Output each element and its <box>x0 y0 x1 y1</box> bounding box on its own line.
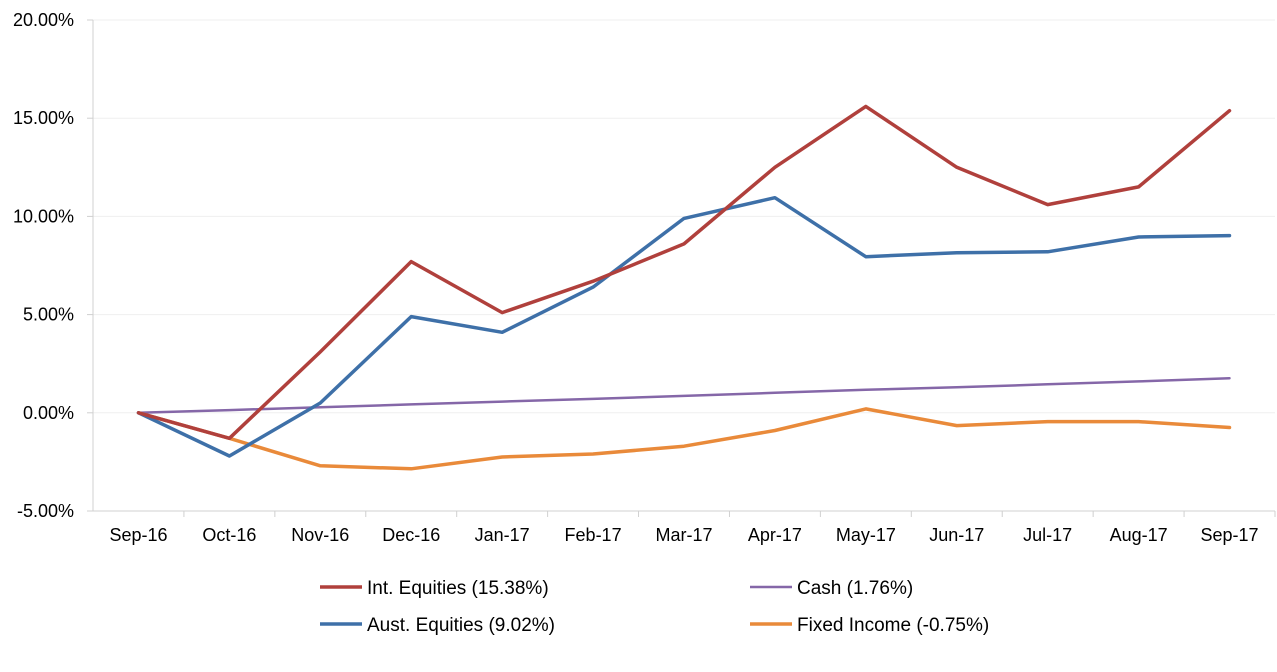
legend-label: Cash (1.76%) <box>797 578 913 599</box>
x-tick-label: Feb-17 <box>565 525 622 545</box>
axes <box>92 20 1275 512</box>
gridlines <box>87 19 1276 517</box>
y-tick-label: 10.00% <box>13 206 74 226</box>
x-tick-label: Jan-17 <box>475 525 530 545</box>
x-tick-label: Mar-17 <box>655 525 712 545</box>
series-line-2 <box>137 376 1231 415</box>
x-tick-label: Jun-17 <box>929 525 984 545</box>
y-tick-label: 5.00% <box>23 305 74 325</box>
y-tick-label: 0.00% <box>23 403 74 423</box>
x-tick-label: Nov-16 <box>291 525 349 545</box>
x-tick-label: Jul-17 <box>1023 525 1072 545</box>
x-tick-labels: Sep-16 Oct-16 Nov-16 Dec-16 Jan-17 Feb-17 Mar-… <box>109 525 1258 545</box>
series-line-3 <box>136 407 1232 471</box>
x-tick-label: May-17 <box>836 525 896 545</box>
x-tick-label: Dec-16 <box>382 525 440 545</box>
legend-label: Aust. Equities (9.02%) <box>367 615 555 636</box>
x-tick-label: Aug-17 <box>1110 525 1168 545</box>
x-tick-label: Oct-16 <box>202 525 256 545</box>
x-tick-label: Sep-16 <box>109 525 167 545</box>
y-tick-labels: -5.00% 0.00% 5.00% 10.00% 15.00% 20.00% <box>13 10 74 521</box>
y-tick-label: -5.00% <box>17 501 74 521</box>
series-line-1 <box>136 195 1232 458</box>
x-tick-label: Sep-17 <box>1201 525 1259 545</box>
y-tick-label: 20.00% <box>13 10 74 30</box>
legend: Int. Equities (15.38%) Aust. Equities (9.… <box>320 578 989 636</box>
legend-label: Fixed Income (-0.75%) <box>797 615 989 636</box>
x-tick-label: Apr-17 <box>748 525 802 545</box>
y-tick-label: 15.00% <box>13 108 74 128</box>
series-line-0 <box>136 104 1232 441</box>
series-lines <box>136 104 1232 471</box>
legend-label: Int. Equities (15.38%) <box>367 578 549 599</box>
